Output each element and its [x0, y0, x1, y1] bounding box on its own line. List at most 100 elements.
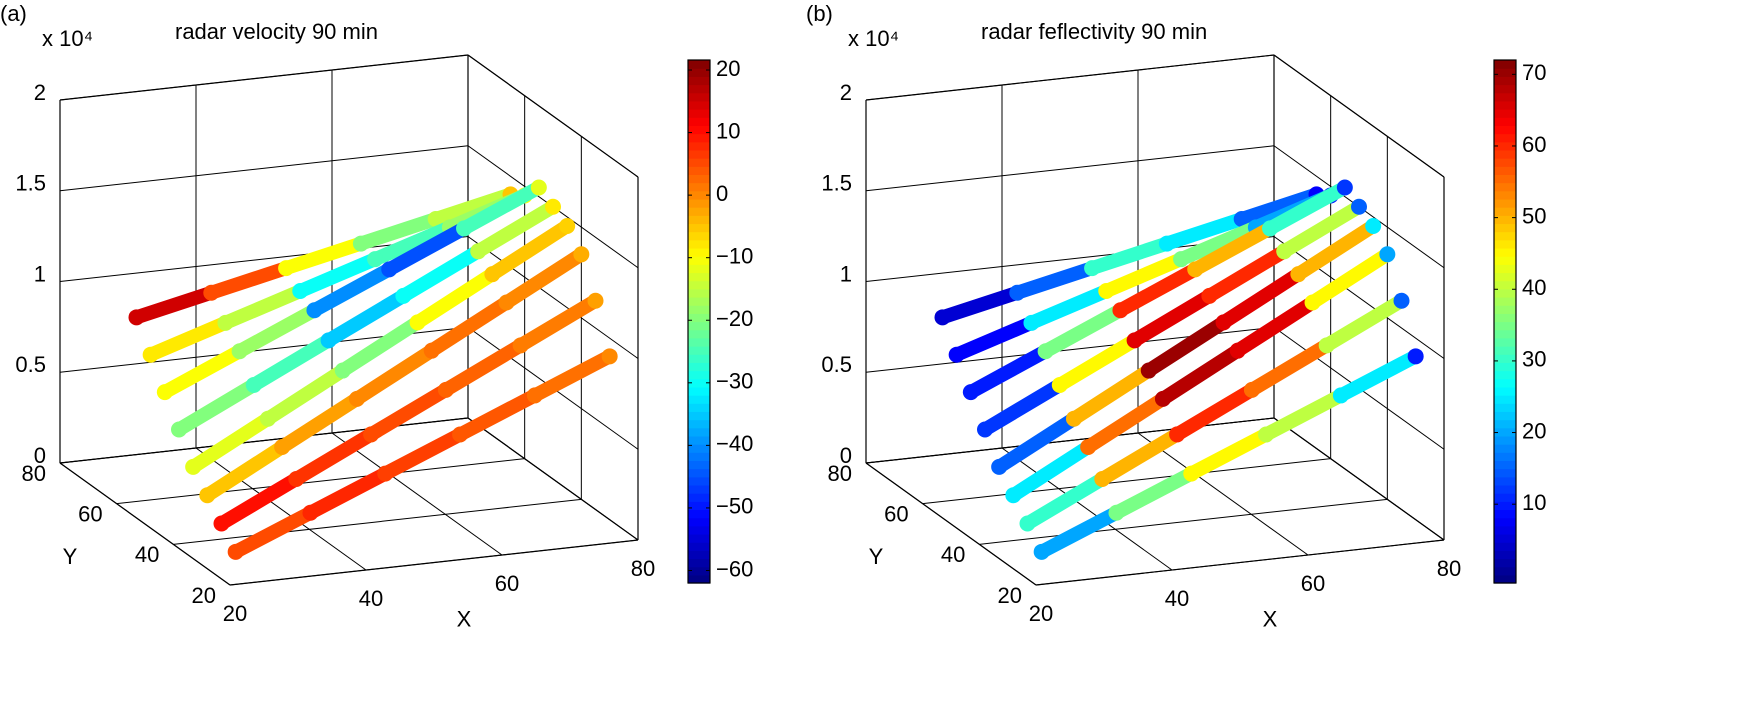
- colorbar-band: [688, 288, 710, 298]
- point-trail: [410, 267, 500, 330]
- grid-line: [59, 417, 469, 464]
- grid-line: [116, 458, 525, 505]
- data-point: [259, 410, 276, 427]
- point-trail: [1024, 284, 1114, 330]
- data-point: [409, 314, 426, 331]
- colorbar-tick-label: −40: [716, 431, 753, 456]
- colorbar-band: [688, 566, 710, 576]
- y-tick-label: 80: [828, 461, 852, 486]
- colorbar-band: [688, 313, 710, 323]
- colorbar-band: [688, 305, 710, 314]
- grid-line: [1001, 447, 1173, 571]
- data-point: [423, 342, 440, 359]
- data-point: [306, 302, 323, 319]
- colorbar-band: [1494, 76, 1516, 86]
- point-trail: [364, 382, 453, 442]
- y-tick-label: 60: [884, 501, 908, 526]
- data-point: [1080, 439, 1097, 456]
- colorbar-band: [688, 525, 710, 535]
- data-point: [1037, 343, 1054, 360]
- x-tick-label: 20: [1029, 601, 1053, 626]
- x-tick-label: 40: [359, 586, 383, 611]
- colorbar-band: [1494, 272, 1516, 282]
- data-point: [977, 421, 993, 438]
- data-point: [320, 332, 337, 349]
- colorbar-band: [688, 296, 710, 306]
- colorbar-band: [688, 346, 710, 355]
- colorbar-band: [1494, 149, 1516, 159]
- colorbar-band: [1494, 386, 1516, 396]
- colorbar-band: [1494, 288, 1516, 298]
- colorbar-frame: [687, 59, 711, 584]
- data-point: [1187, 261, 1204, 278]
- colorbar-tick-label: −50: [716, 494, 753, 519]
- point-trail: [246, 333, 336, 392]
- x-tick-label: 80: [631, 556, 655, 581]
- point-trail: [378, 427, 468, 481]
- colorbar-band: [1494, 158, 1516, 167]
- data-point: [1215, 314, 1232, 331]
- x-tick-label: 20: [223, 601, 247, 626]
- colorbar-band: [1494, 517, 1516, 527]
- point-trail: [424, 295, 514, 358]
- colorbar-tick-label: 60: [1522, 132, 1546, 157]
- point-trail: [204, 261, 294, 300]
- point-trail: [485, 218, 575, 282]
- colorbar-band: [1494, 468, 1516, 478]
- point-trail: [1202, 244, 1292, 303]
- grid-line: [467, 236, 639, 359]
- colorbar-band: [1494, 533, 1516, 543]
- point-trail: [992, 411, 1081, 474]
- colorbar-band: [688, 386, 710, 396]
- colorbar-band: [688, 362, 710, 372]
- colorbar-band: [1494, 509, 1516, 519]
- data-point: [427, 210, 444, 227]
- data-point: [1084, 260, 1101, 277]
- point-trail: [428, 187, 518, 226]
- data-point: [1033, 543, 1050, 560]
- point-trail: [935, 285, 1025, 325]
- point-trail: [349, 343, 439, 406]
- data-point: [1290, 266, 1307, 283]
- point-trail: [1259, 388, 1348, 442]
- point-trail: [186, 411, 275, 474]
- point-trail: [228, 505, 318, 559]
- data-point: [1098, 283, 1115, 300]
- point-trail: [1188, 221, 1278, 277]
- colorbar-band: [688, 256, 710, 265]
- colorbar-band: [688, 550, 710, 560]
- grid-line: [59, 462, 231, 586]
- point-trail: [200, 440, 290, 503]
- colorbar-tick-label: −20: [716, 306, 753, 331]
- colorbar-band: [1494, 484, 1516, 494]
- colorbar-band: [1494, 574, 1516, 584]
- point-trail: [1085, 236, 1174, 276]
- colorbar-band: [1494, 166, 1516, 176]
- point-trail: [1159, 211, 1249, 251]
- colorbar-band: [688, 133, 710, 143]
- colorbar-band: [688, 141, 710, 151]
- colorbar-band: [688, 337, 710, 347]
- colorbar-band: [688, 427, 710, 437]
- colorbar-band: [1494, 362, 1516, 372]
- data-point: [1276, 243, 1293, 260]
- point-trail: [1333, 349, 1423, 403]
- data-point: [1112, 302, 1129, 319]
- data-point: [484, 266, 501, 283]
- point-trail: [1291, 218, 1381, 282]
- data-point: [1243, 381, 1260, 398]
- colorbar-band: [1494, 280, 1516, 290]
- colorbar-band: [688, 68, 710, 77]
- point-trail: [453, 388, 542, 442]
- colorbar-band: [688, 158, 710, 167]
- colorbar-band: [1494, 444, 1516, 453]
- colorbar-band: [688, 84, 710, 94]
- y-tick-label: 20: [998, 583, 1022, 608]
- colorbar-band: [1494, 370, 1516, 380]
- point-trail: [1141, 315, 1231, 378]
- point-trail: [457, 180, 546, 236]
- x-tick-label: 60: [495, 571, 519, 596]
- point-trail: [396, 244, 486, 303]
- data-point: [1229, 342, 1246, 359]
